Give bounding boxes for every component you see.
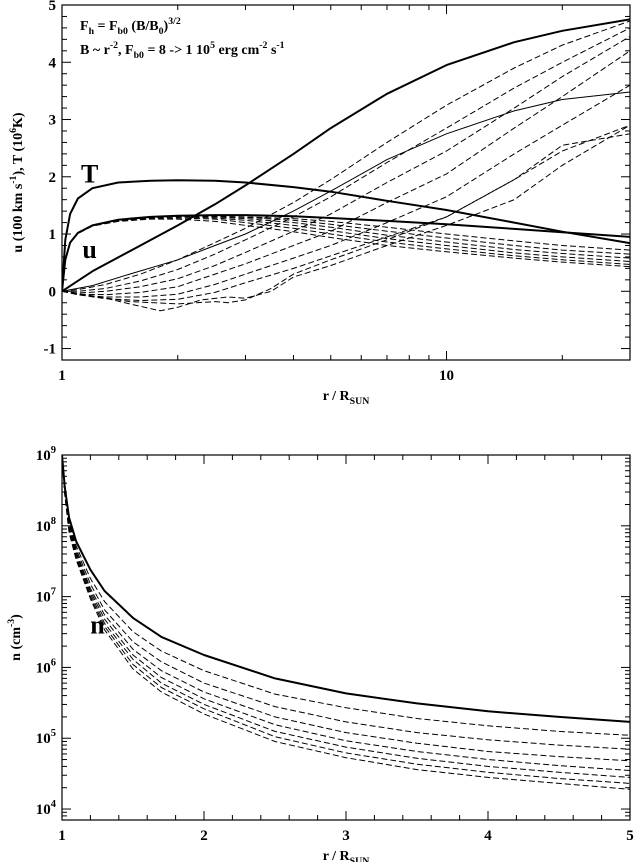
y-tick-label: -1: [44, 342, 57, 358]
series-line-8: [62, 50, 630, 296]
series-line-5: [62, 20, 630, 292]
x-axis-label: r / RSUN​: [323, 849, 370, 862]
series-line-11: [62, 124, 630, 312]
series-line-6: [62, 455, 630, 778]
y-axis-label: u (100 km s-1​), T (106​K): [8, 112, 26, 252]
y-tick-label: 0: [49, 284, 57, 300]
curve-label-t: T: [81, 160, 98, 189]
series-line-18: [62, 218, 630, 292]
y-tick-label: 1: [49, 227, 57, 243]
x-tick-label: 5: [626, 828, 634, 844]
y-tick-label: 2: [49, 170, 57, 186]
series-line-7: [62, 455, 630, 784]
series-line-9: [62, 84, 630, 298]
series-line-1: [62, 179, 630, 292]
series-line-4: [62, 455, 630, 762]
y-tick-label: 5: [49, 0, 57, 14]
y-axis-label: n (cm-3​): [6, 614, 24, 661]
x-tick-label: 1: [58, 828, 66, 844]
y-tick-label: 109: [36, 445, 56, 464]
annotation-line-2: B ~ r-2​, Fb0​ = 8 -> 1 105​ erg cm-2​ s…: [80, 40, 285, 61]
x-tick-label: 4: [484, 828, 492, 844]
lower-panel-density: 1 2 3 4 5 104 105 106 107 108 109 r / RSUN​ n (cm-3​…: [6, 445, 634, 862]
y-tick-label: 4: [49, 55, 57, 71]
series-line-3: [62, 455, 630, 750]
y-tick-label: 104: [36, 799, 57, 818]
upper-panel-velocity-temperature: 1 10 -1 0 1 2 3 4 5 r / RSUN​ u (100 km s-1​), T (…: [8, 0, 631, 407]
series-line-2: [62, 455, 630, 736]
series-line-8: [62, 455, 630, 790]
curve-label-n: n: [90, 611, 105, 640]
plot-frame: [61, 4, 631, 361]
x-tick-label: 10: [439, 368, 454, 384]
x-axis-label: r / RSUN​: [323, 389, 370, 407]
series-line-12: [62, 133, 630, 305]
series-line-3: [62, 18, 630, 293]
y-tick-label: 106: [36, 657, 56, 676]
y-tick-label: 105: [36, 728, 56, 747]
annotation-line-1: Fh​ = Fb0​ (B/B0​)3/2​: [80, 16, 181, 37]
x-tick-label: 1: [58, 368, 66, 384]
y-tick-label: 107: [36, 587, 56, 606]
y-tick-label: 108: [36, 516, 56, 535]
y-tick-label: 3: [49, 113, 57, 129]
series-line-1: [62, 455, 630, 723]
x-tick-label: 2: [200, 828, 208, 844]
series-line-5: [62, 455, 630, 771]
plot-frame: [61, 454, 631, 821]
curve-label-u: u: [82, 235, 96, 264]
x-tick-label: 3: [342, 828, 350, 844]
series-line-4: [62, 91, 630, 292]
series-line-10: [62, 124, 630, 301]
series-line-7: [62, 36, 630, 294]
